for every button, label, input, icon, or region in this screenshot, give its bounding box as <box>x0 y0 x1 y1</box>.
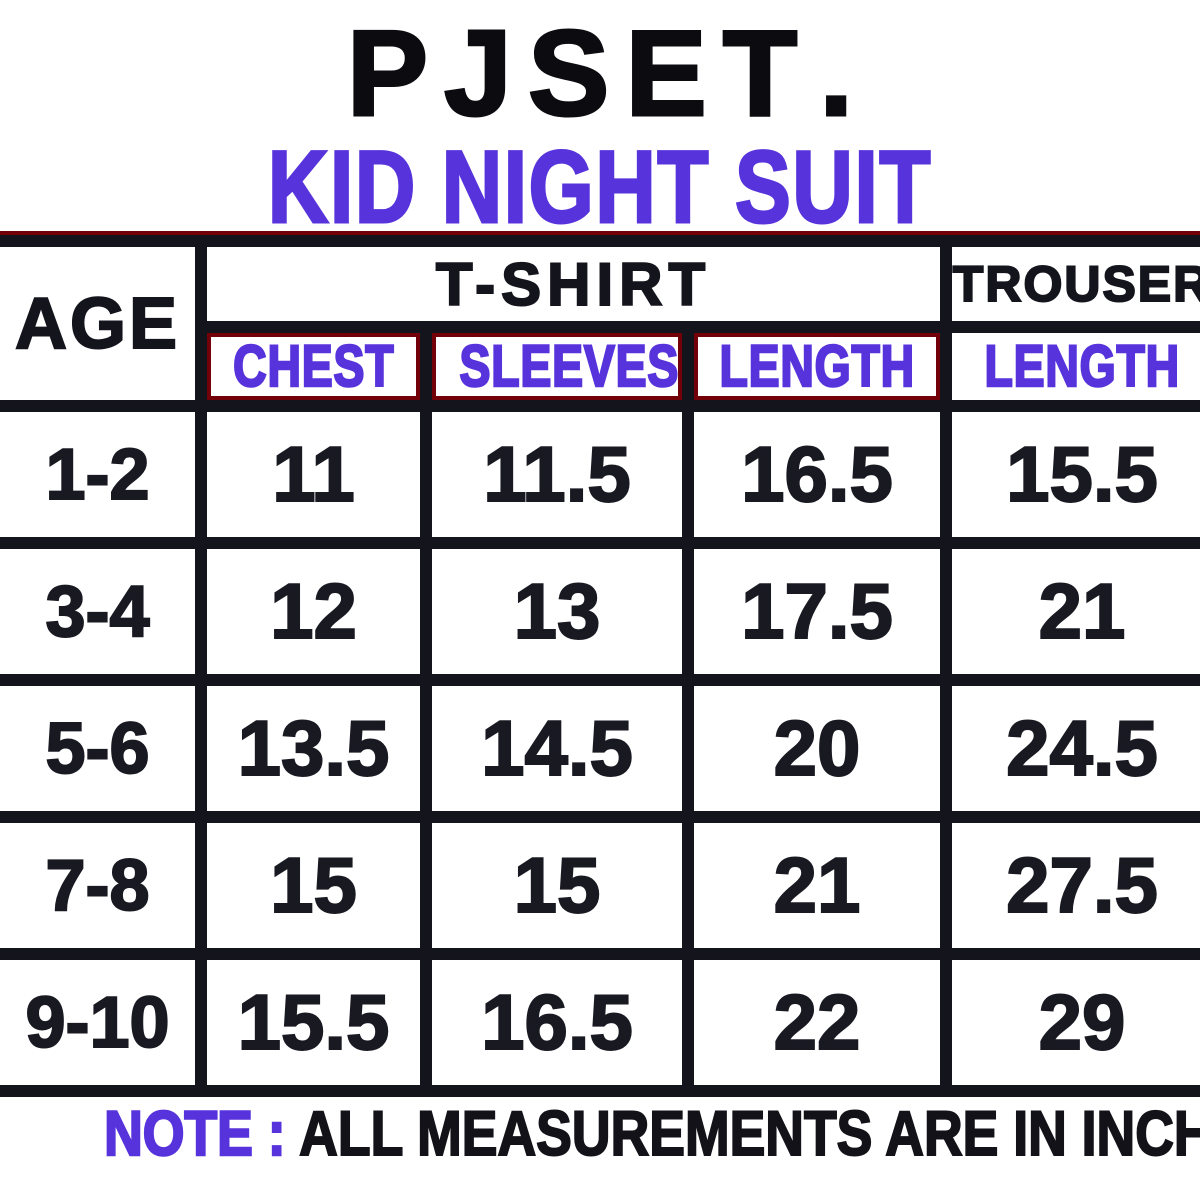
table-row: 1-2 11 11.5 16.5 15.5 <box>0 400 1200 549</box>
note-text: ALL MEASUREMENTS ARE IN INCHES <box>298 1099 1200 1169</box>
chest-cell: 13.5 <box>195 674 432 823</box>
chest-column-header: CHEST <box>195 321 432 412</box>
table-row: 3-4 12 13 17.5 21 <box>0 537 1200 686</box>
trouser-length-cell: 29 <box>940 948 1200 1097</box>
trouser-length-cell: 27.5 <box>940 811 1200 960</box>
table-row: 9-10 15.5 16.5 22 29 <box>0 948 1200 1097</box>
chest-cell: 11 <box>195 400 432 549</box>
brand-name: PJSET <box>345 5 814 141</box>
table-row: 5-6 13.5 14.5 20 24.5 <box>0 674 1200 823</box>
trouser-length-column-header-label: LENGTH <box>983 333 1180 401</box>
chest-column-header-label: CHEST <box>232 333 395 401</box>
table-row: 7-8 15 15 21 27.5 <box>0 811 1200 960</box>
chest-cell: 15 <box>195 811 432 960</box>
sleeves-cell: 15 <box>420 811 694 960</box>
trouser-length-column-header: LENGTH <box>940 321 1200 412</box>
tshirt-length-cell: 20 <box>681 674 953 823</box>
sleeves-column-header: SLEEVES <box>420 321 694 412</box>
age-cell: 7-8 <box>0 811 207 960</box>
trouser-group-header: TROUSER <box>940 235 1200 333</box>
tshirt-length-column-header: LENGTH <box>681 321 953 412</box>
brand-header: PJSET. KID NIGHT SUIT <box>0 0 1200 244</box>
tshirt-length-cell: 16.5 <box>681 400 953 549</box>
group-header-row: AGE T-SHIRT TROUSER <box>0 235 1200 412</box>
brand-logo-period: . <box>818 5 855 141</box>
product-title: KID NIGHT SUIT <box>267 130 933 244</box>
trouser-length-cell: 24.5 <box>940 674 1200 823</box>
measurements-note-line: NOTE : ALL MEASUREMENTS ARE IN INCHES <box>103 1101 1200 1167</box>
age-cell: 5-6 <box>0 674 207 823</box>
age-cell: 9-10 <box>0 948 207 1097</box>
trouser-length-cell: 21 <box>940 537 1200 686</box>
measurements-note: NOTE : ALL MEASUREMENTS ARE IN INCHES <box>0 1101 1200 1167</box>
tshirt-group-header: T-SHIRT <box>194 235 953 333</box>
age-column-header: AGE <box>0 235 207 412</box>
sleeves-cell: 13 <box>420 537 694 686</box>
age-cell: 1-2 <box>0 400 207 549</box>
age-cell: 3-4 <box>0 537 207 686</box>
size-chart-table: AGE T-SHIRT TROUSER CHEST SLEEVES LENGTH… <box>0 235 1200 1097</box>
tshirt-length-cell: 22 <box>681 948 953 1097</box>
chest-cell: 12 <box>195 537 432 686</box>
trouser-length-cell: 15.5 <box>940 400 1200 549</box>
brand-logo: PJSET. <box>0 0 1200 136</box>
note-label: NOTE : <box>103 1099 287 1169</box>
sleeves-cell: 16.5 <box>420 948 694 1097</box>
sleeves-cell: 11.5 <box>420 400 694 549</box>
chest-cell: 15.5 <box>195 948 432 1097</box>
product-title-wrap: KID NIGHT SUIT <box>0 130 1200 244</box>
tshirt-length-cell: 21 <box>681 811 953 960</box>
sub-header-row: CHEST SLEEVES LENGTH LENGTH <box>0 321 1200 412</box>
tshirt-length-column-header-label: LENGTH <box>718 333 915 401</box>
table-top-accent-line <box>0 231 1200 235</box>
sleeves-column-header-label: SLEEVES <box>458 333 680 401</box>
tshirt-length-cell: 17.5 <box>681 537 953 686</box>
sleeves-cell: 14.5 <box>420 674 694 823</box>
